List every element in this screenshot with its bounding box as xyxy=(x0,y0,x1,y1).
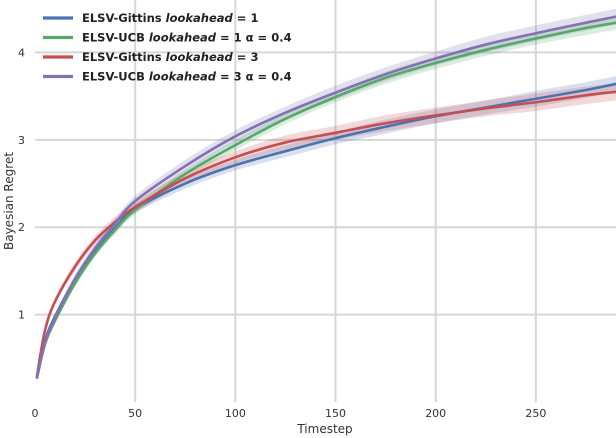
legend-item-1: ELSV-Gittins lookahead = 1 xyxy=(43,11,258,25)
y-tick-label: 1 xyxy=(18,309,25,322)
x-tick-label: 200 xyxy=(425,407,446,420)
x-tick-label: 250 xyxy=(525,407,546,420)
x-tick-label: 150 xyxy=(325,407,346,420)
legend-label: ELSV-Gittins lookahead = 3 xyxy=(82,50,258,64)
series-line-2 xyxy=(35,21,616,379)
x-tick-label: 50 xyxy=(128,407,142,420)
x-axis-label: Timestep xyxy=(296,422,352,436)
y-axis-label: Bayesian Regret xyxy=(2,152,16,250)
legend-label: ELSV-UCB lookahead = 1 α = 0.4 xyxy=(82,31,292,45)
legend: ELSV-Gittins lookahead = 1 ELSV-UCB looka… xyxy=(43,11,292,84)
y-tick-label: 2 xyxy=(18,221,25,234)
series-band-1 xyxy=(37,76,616,380)
x-tick-label: 100 xyxy=(225,407,246,420)
legend-label: ELSV-UCB lookahead = 3 α = 0.4 xyxy=(82,70,292,84)
plot-area xyxy=(35,0,616,402)
tick-labels: 0 50 100 150 200 250 1 2 3 4 xyxy=(18,46,546,420)
x-tick-label: 0 xyxy=(32,407,39,420)
legend-item-2: ELSV-UCB lookahead = 1 α = 0.4 xyxy=(43,31,292,45)
grid-lines xyxy=(35,0,616,402)
y-tick-label: 3 xyxy=(18,134,25,147)
legend-label: ELSV-Gittins lookahead = 1 xyxy=(82,11,258,25)
series-line-3 xyxy=(35,90,616,378)
y-tick-label: 4 xyxy=(18,46,25,59)
series-line-4 xyxy=(35,15,616,379)
series-lines xyxy=(35,15,616,379)
legend-item-4: ELSV-UCB lookahead = 3 α = 0.4 xyxy=(43,70,292,84)
legend-item-3: ELSV-Gittins lookahead = 3 xyxy=(43,50,258,64)
